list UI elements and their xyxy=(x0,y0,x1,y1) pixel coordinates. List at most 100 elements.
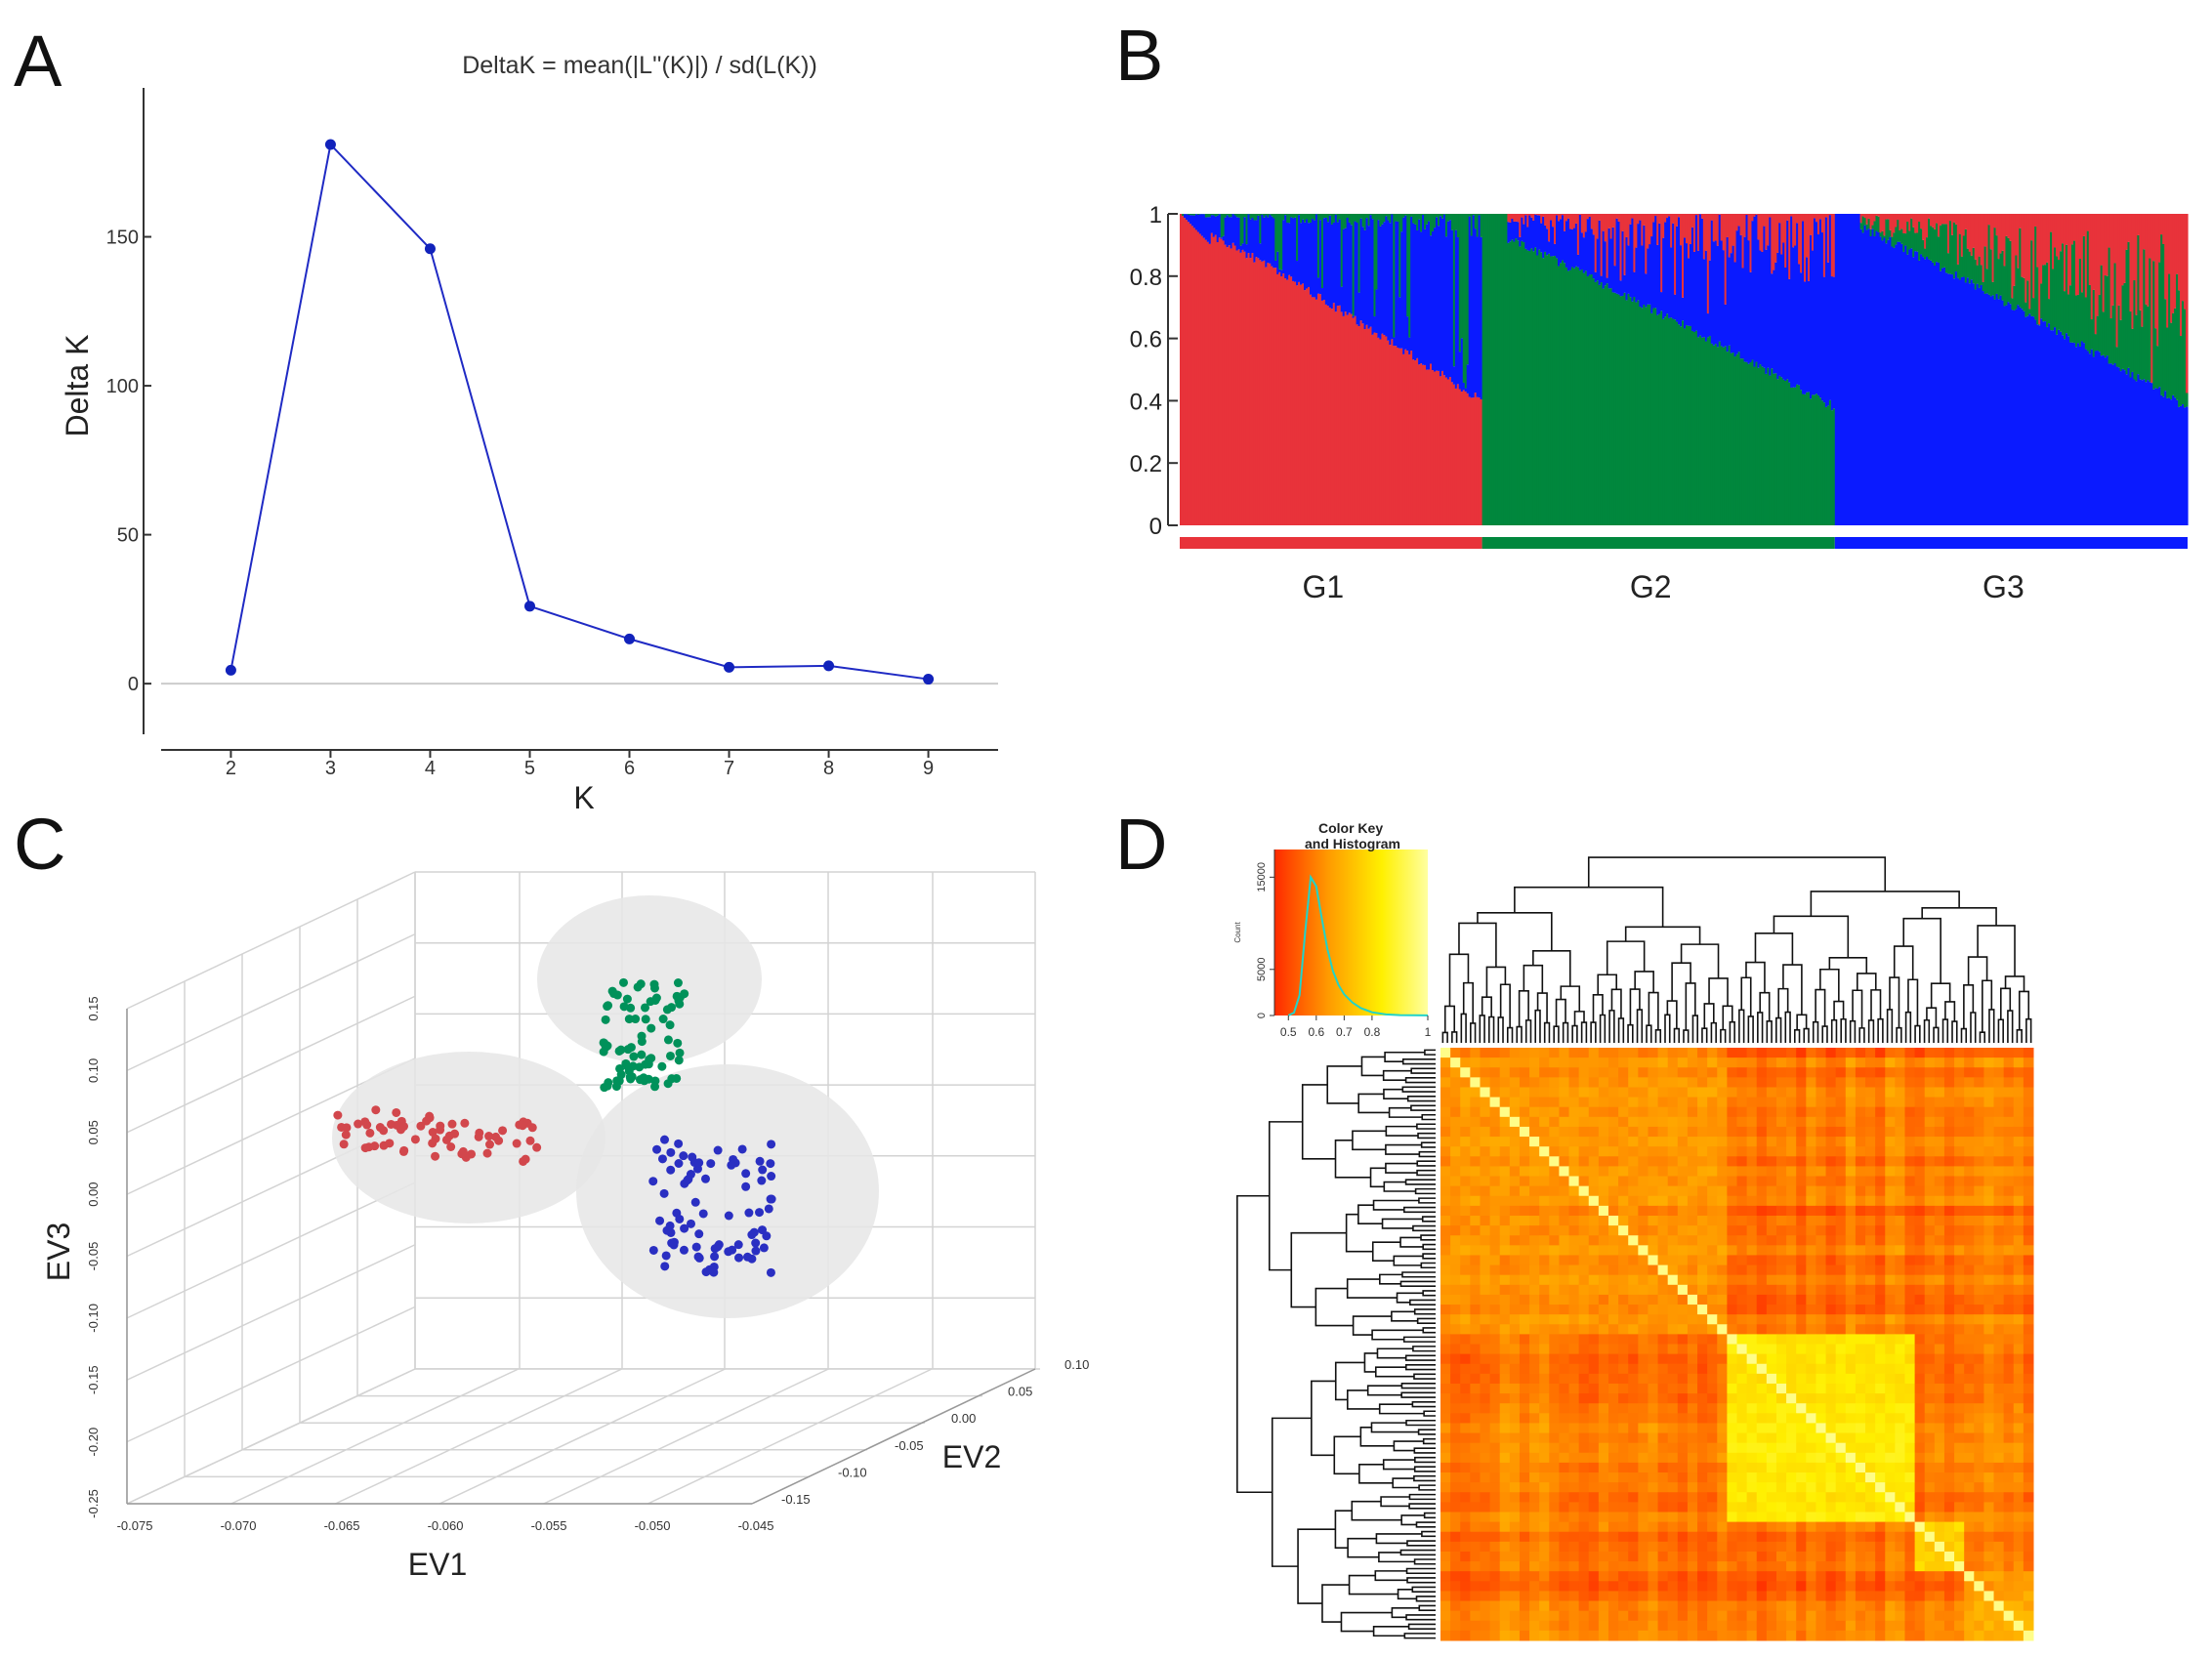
chart-b-bar-main xyxy=(2160,394,2163,525)
chart-d-heatmap-cell xyxy=(1796,1146,1807,1157)
chart-d-heatmap-cell xyxy=(1746,1403,1758,1414)
chart-b-bar-second xyxy=(1584,231,1588,271)
chart-b-bar-third xyxy=(2176,214,2179,274)
chart-d-heatmap-cell xyxy=(1746,1225,1758,1236)
chart-d-heatmap-cell xyxy=(1588,1373,1600,1385)
chart-d-heatmap-cell xyxy=(1607,1087,1619,1098)
chart-d-heatmap-cell xyxy=(1519,1334,1530,1345)
chart-d-heatmap-cell xyxy=(2023,1423,2034,1434)
chart-c-point xyxy=(603,1002,612,1012)
chart-b-bar-main xyxy=(1976,283,1980,525)
chart-d-heatmap-cell xyxy=(1588,1305,1600,1315)
chart-d-heatmap-cell xyxy=(1470,1185,1481,1197)
chart-d-heatmap-cell xyxy=(1499,1334,1511,1345)
chart-d-heatmap-cell xyxy=(1529,1432,1540,1444)
chart-d-heatmap-cell xyxy=(2013,1067,2024,1078)
chart-d-heatmap-cell xyxy=(1904,1373,1916,1385)
chart-d-heatmap-cell xyxy=(1736,1403,1748,1414)
chart-d-heatmap-cell xyxy=(1618,1442,1629,1454)
chart-d-heatmap-cell xyxy=(1875,1472,1886,1483)
chart-b-bar-main xyxy=(2038,325,2041,525)
chart-d-heatmap-cell xyxy=(1568,1195,1580,1207)
chart-d-heatmap-cell xyxy=(1727,1048,1737,1058)
chart-d-heatmap-cell xyxy=(1756,1176,1768,1187)
chart-c-point xyxy=(619,1002,629,1012)
chart-d-heatmap-cell xyxy=(1470,1502,1481,1513)
chart-b-bar-third xyxy=(1613,214,1617,267)
chart-b-bar-main xyxy=(1844,214,1848,525)
chart-d-heatmap-cell xyxy=(1855,1185,1866,1197)
chart-d-heatmap-cell xyxy=(1470,1472,1481,1483)
chart-d-heatmap-cell xyxy=(1618,1492,1629,1503)
chart-b-bar-second xyxy=(1893,232,1896,248)
chart-c-ztick-label: -0.10 xyxy=(86,1304,101,1333)
chart-d-heatmap-cell xyxy=(1509,1195,1521,1207)
chart-d-heatmap-cell xyxy=(1914,1305,1926,1315)
chart-d-heatmap-cell xyxy=(2003,1067,2015,1078)
chart-d-heatmap-cell xyxy=(1460,1324,1471,1335)
chart-d-heatmap-cell xyxy=(1756,1344,1768,1355)
chart-d-heatmap-cell xyxy=(1657,1452,1669,1464)
chart-d-heatmap-cell xyxy=(1588,1116,1600,1128)
chart-c-point xyxy=(680,1179,689,1188)
chart-d-heatmap-cell xyxy=(1964,1363,1975,1375)
chart-b-bar-second xyxy=(2063,291,2066,340)
chart-d-heatmap-cell xyxy=(2003,1225,2015,1236)
chart-d-heatmap-cell xyxy=(1618,1393,1629,1404)
chart-b-bar-second xyxy=(1745,215,1749,362)
chart-d-heatmap-cell xyxy=(1983,1482,1995,1493)
chart-d-heatmap-cell xyxy=(1914,1166,1926,1178)
chart-d-heatmap-cell xyxy=(1964,1305,1975,1315)
chart-d-heatmap-cell xyxy=(1677,1225,1689,1236)
chart-b-bar-second xyxy=(2149,258,2151,383)
chart-d-heatmap-cell xyxy=(1607,1423,1619,1434)
chart-d-heatmap-cell xyxy=(2003,1373,2015,1385)
chart-b-bar-third xyxy=(1432,214,1435,231)
chart-d-heatmap-cell xyxy=(1628,1087,1639,1098)
chart-d-heatmap-cell xyxy=(1638,1284,1649,1296)
chart-d-heatmap-cell xyxy=(1489,1413,1501,1424)
chart-d-heatmap-cell xyxy=(1934,1423,1945,1434)
chart-c-point xyxy=(647,1054,656,1063)
chart-d-heatmap-cell xyxy=(1756,1452,1768,1464)
chart-b-bar-main xyxy=(1472,397,1476,525)
chart-b-bar-second xyxy=(1928,218,1931,260)
chart-b-bar-third xyxy=(1944,214,1948,225)
chart-d-heatmap-cell xyxy=(1480,1294,1491,1306)
chart-d-heatmap-cell xyxy=(1717,1225,1728,1236)
chart-d-heatmap-cell xyxy=(1648,1472,1659,1483)
chart-d-heatmap-cell xyxy=(1480,1393,1491,1404)
chart-d-heatmap-cell xyxy=(1568,1057,1580,1068)
chart-b-bar-main xyxy=(1381,333,1384,525)
chart-d-dendrogram-branch xyxy=(1867,1019,1875,1043)
chart-d-heatmap-cell xyxy=(1648,1482,1659,1493)
chart-d-heatmap-cell xyxy=(1746,1077,1758,1088)
chart-b-bar-main xyxy=(1320,300,1324,525)
chart-b-ytick-label: 0.8 xyxy=(1130,265,1162,291)
chart-d-heatmap-cell xyxy=(2013,1294,2024,1306)
chart-d-heatmap-cell xyxy=(1519,1137,1530,1147)
chart-d-heatmap-cell xyxy=(1559,1344,1570,1355)
chart-d-heatmap-cell xyxy=(1865,1176,1876,1187)
chart-b-bar-second xyxy=(2131,328,2135,372)
chart-d-heatmap-cell xyxy=(1607,1106,1619,1118)
chart-b-bar-main xyxy=(1908,249,1911,526)
chart-b-bar-third xyxy=(1941,214,1944,225)
chart-d-heatmap-cell xyxy=(1885,1502,1896,1513)
chart-d-heatmap-cell xyxy=(1697,1442,1708,1454)
chart-d-heatmap-cell xyxy=(2013,1324,2024,1335)
chart-d-heatmap-cell xyxy=(1529,1116,1540,1128)
chart-d-heatmap-cell xyxy=(1954,1077,1965,1088)
chart-b-bar-second xyxy=(1778,223,1781,376)
chart-b-bar-main xyxy=(2080,341,2084,525)
chart-b-bar-main xyxy=(2098,352,2102,525)
chart-d-dendrogram-branch xyxy=(1371,1241,1401,1262)
chart-d-heatmap-cell xyxy=(1875,1195,1886,1207)
chart-b-bar-main xyxy=(1652,308,1655,525)
chart-b-bar-main xyxy=(1706,337,1710,525)
chart-d-heatmap-cell xyxy=(1885,1363,1896,1375)
chart-d-heatmap-cell xyxy=(1480,1274,1491,1286)
chart-d-dendrogram-branch xyxy=(1923,1018,1931,1043)
chart-d-heatmap-cell xyxy=(1796,1077,1807,1088)
chart-d-heatmap-cell xyxy=(1628,1146,1639,1157)
